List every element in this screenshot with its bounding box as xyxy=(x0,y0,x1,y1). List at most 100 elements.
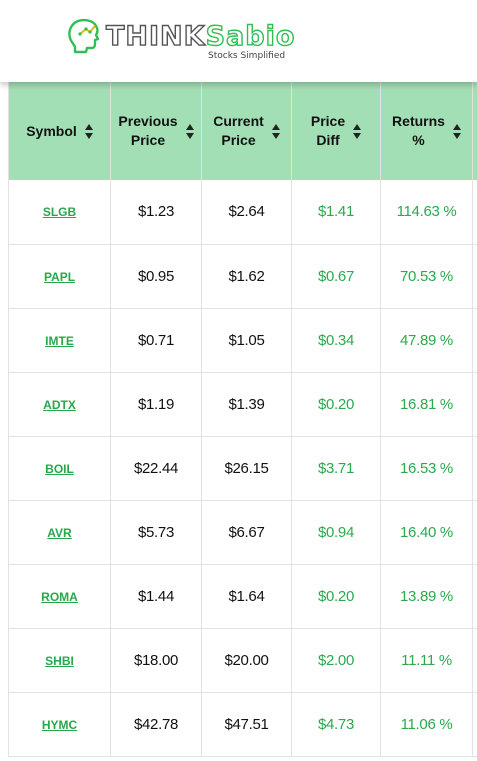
symbol-link[interactable]: ADTX xyxy=(43,397,76,412)
current-price-cell: $1.62 xyxy=(201,244,292,309)
sort-arrows-icon[interactable] xyxy=(271,123,280,139)
sort-up-icon xyxy=(185,123,194,130)
sort-arrows-icon[interactable] xyxy=(185,123,194,139)
overflow-cell xyxy=(472,244,477,309)
symbol-link[interactable]: HYMC xyxy=(41,717,78,732)
column-header-content: Previous Price xyxy=(117,112,195,150)
symbol-cell: ADTX xyxy=(8,372,111,437)
overflow-cell xyxy=(472,372,477,437)
sort-down-icon xyxy=(84,132,93,139)
current-price-cell: $6.67 xyxy=(201,500,292,565)
stocks-table-container[interactable]: Symbol Previous Price Current Price Price Diff… xyxy=(8,82,477,761)
column-header-price-diff[interactable]: Price Diff xyxy=(291,82,381,180)
sort-up-icon xyxy=(84,123,93,130)
overflow-cell xyxy=(472,628,477,693)
returns-cell: 47.89 % xyxy=(380,308,473,373)
symbol-link[interactable]: PAPL xyxy=(43,269,76,284)
symbol-cell: SHBI xyxy=(8,628,111,693)
previous-price-cell: $22.44 xyxy=(110,436,202,501)
logo-tagline: Stocks Simplified xyxy=(208,51,286,61)
price-diff-cell: $0.94 xyxy=(291,500,381,565)
column-header-previous-price[interactable]: Previous Price xyxy=(110,82,202,180)
column-header-current-price[interactable]: Current Price xyxy=(201,82,292,180)
sort-up-icon xyxy=(271,123,280,130)
sort-arrows-icon[interactable] xyxy=(353,123,362,139)
current-price-cell: $1.05 xyxy=(201,308,292,373)
current-price-cell: $1.39 xyxy=(201,372,292,437)
symbol-cell: ROMA xyxy=(8,564,111,629)
symbol-link[interactable]: BOIL xyxy=(45,461,74,476)
column-header-content: Returns% xyxy=(387,112,466,150)
sort-down-icon xyxy=(271,132,280,139)
thinksabio-logo[interactable]: THINKSabio Stocks Simplified xyxy=(66,18,296,68)
column-header-line1: Returns xyxy=(392,113,445,129)
table-row: ROMA $1.44 $1.64 $0.20 13.89 % xyxy=(8,564,477,629)
column-header-returns[interactable]: Returns% xyxy=(380,82,473,180)
sort-arrows-icon[interactable] xyxy=(452,123,461,139)
overflow-cell xyxy=(472,308,477,373)
sort-arrows-icon[interactable] xyxy=(84,123,93,139)
symbol-cell: IMTE xyxy=(8,308,111,373)
table-row: IMTE $0.71 $1.05 $0.34 47.89 % xyxy=(8,308,477,373)
table-body: SLGB $1.23 $2.64 $1.41 114.63 % PAPL $0.95 $1.6… xyxy=(8,180,477,757)
sort-down-icon xyxy=(452,132,461,139)
symbol-link[interactable]: AVR xyxy=(47,525,72,540)
price-diff-cell: $2.00 xyxy=(291,628,381,693)
symbol-cell: BOIL xyxy=(8,436,111,501)
symbol-link[interactable]: SHBI xyxy=(45,653,74,668)
previous-price-cell: $5.73 xyxy=(110,500,202,565)
column-header-content: Price Diff xyxy=(298,112,374,150)
table-row: AVR $5.73 $6.67 $0.94 16.40 % xyxy=(8,500,477,565)
table-row: BOIL $22.44 $26.15 $3.71 16.53 % xyxy=(8,436,477,501)
symbol-link[interactable]: SLGB xyxy=(42,205,77,220)
column-header-line1: Current xyxy=(213,113,264,129)
symbol-link[interactable]: IMTE xyxy=(45,333,74,348)
previous-price-cell: $1.23 xyxy=(110,180,202,245)
price-diff-cell: $3.71 xyxy=(291,436,381,501)
price-diff-cell: $0.34 xyxy=(291,308,381,373)
current-price-cell: $26.15 xyxy=(201,436,292,501)
column-header-label: Current Price xyxy=(213,112,264,150)
overflow-cell xyxy=(472,500,477,565)
sort-down-icon xyxy=(185,132,194,139)
returns-cell: 70.53 % xyxy=(380,244,473,309)
returns-cell: 16.53 % xyxy=(380,436,473,501)
price-diff-cell: $0.67 xyxy=(291,244,381,309)
sort-up-icon xyxy=(353,123,362,130)
overflow-cell xyxy=(472,180,477,245)
column-header-line1: Symbol xyxy=(26,122,77,139)
column-header-content: Symbol xyxy=(15,122,104,141)
symbol-link[interactable]: ROMA xyxy=(41,589,78,604)
column-header-line1: Price xyxy=(310,113,346,129)
symbol-cell: HYMC xyxy=(8,692,111,757)
overflow-cell xyxy=(472,436,477,501)
price-diff-cell: $4.73 xyxy=(291,692,381,757)
column-header-line1: Previous xyxy=(118,113,178,129)
column-header-line2: Diff xyxy=(316,132,340,148)
head-icon xyxy=(68,18,100,54)
column-header-line2: % xyxy=(412,132,425,148)
symbol-cell: SLGB xyxy=(8,180,111,245)
column-header-label: Previous Price xyxy=(118,112,177,150)
logo-think-text: THINK xyxy=(105,21,206,52)
column-header-line2: Price xyxy=(221,132,256,148)
column-header-symbol[interactable]: Symbol xyxy=(8,82,111,180)
returns-cell: 11.11 % xyxy=(380,628,473,693)
table-row: ADTX $1.19 $1.39 $0.20 16.81 % xyxy=(8,372,477,437)
returns-cell: 16.40 % xyxy=(380,500,473,565)
previous-price-cell: $0.95 xyxy=(110,244,202,309)
current-price-cell: $20.00 xyxy=(201,628,292,693)
column-header-label: Returns% xyxy=(392,112,445,150)
current-price-cell: $1.64 xyxy=(201,564,292,629)
previous-price-cell: $42.78 xyxy=(110,692,202,757)
symbol-cell: AVR xyxy=(8,500,111,565)
returns-cell: 13.89 % xyxy=(380,564,473,629)
table-row: PAPL $0.95 $1.62 $0.67 70.53 % xyxy=(8,244,477,309)
previous-price-cell: $18.00 xyxy=(110,628,202,693)
column-header-line2: Price xyxy=(130,132,166,148)
previous-price-cell: $1.19 xyxy=(110,372,202,437)
overflow-cell xyxy=(472,564,477,629)
current-price-cell: $47.51 xyxy=(201,692,292,757)
column-header-overflow xyxy=(472,82,477,180)
returns-cell: 11.06 % xyxy=(380,692,473,757)
